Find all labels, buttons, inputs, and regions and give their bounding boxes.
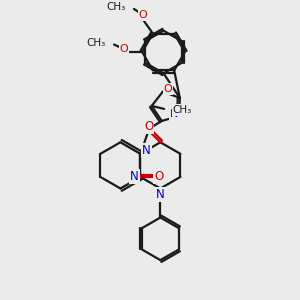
Text: O: O xyxy=(119,44,128,54)
Text: O: O xyxy=(144,120,153,133)
Text: O: O xyxy=(154,170,164,183)
Text: CH₃: CH₃ xyxy=(172,105,192,115)
Text: O: O xyxy=(164,84,172,94)
Text: N: N xyxy=(142,144,151,158)
Text: N: N xyxy=(130,170,139,183)
Text: N: N xyxy=(156,188,165,201)
Text: N: N xyxy=(170,110,178,119)
Text: CH₃: CH₃ xyxy=(106,2,126,13)
Text: O: O xyxy=(139,10,148,20)
Text: CH₃: CH₃ xyxy=(86,38,106,48)
